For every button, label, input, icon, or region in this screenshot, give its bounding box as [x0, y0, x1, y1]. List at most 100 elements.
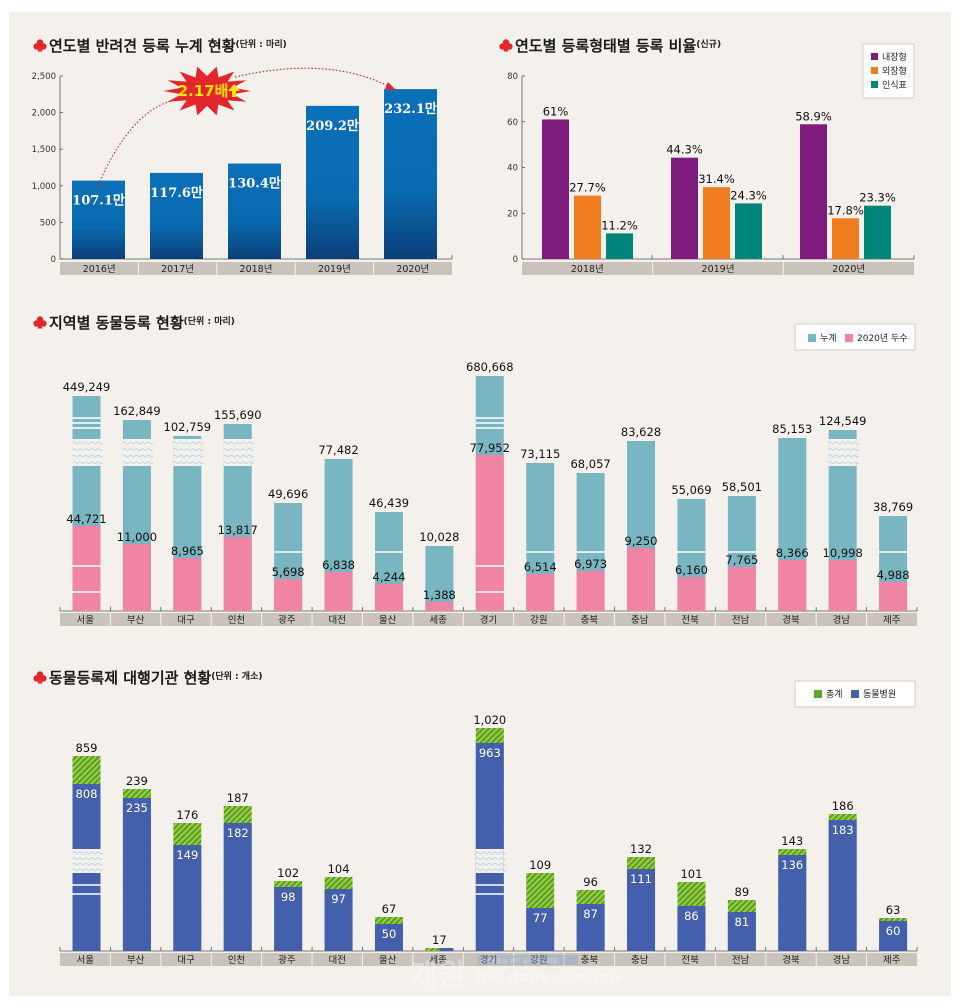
regional-total-label: 83,628 [621, 425, 661, 439]
regional-category-label: 강원 [530, 615, 547, 626]
agencies-category-label: 충북 [581, 955, 599, 966]
type-ratio-data-label: 11.2% [601, 218, 638, 232]
regional-total-label: 102,759 [164, 420, 212, 434]
regional-break-wave [223, 454, 255, 458]
regional-category-label: 광주 [278, 614, 296, 626]
cumulative-data-label: 117.6만 [150, 185, 203, 201]
agencies-total-label: 143 [781, 834, 803, 848]
agencies-bar-hospital [324, 889, 353, 951]
watermark-logo: 개원 [410, 958, 465, 993]
regional-total-label: 162,849 [113, 404, 161, 418]
agencies-total-label: 1,020 [473, 713, 506, 727]
regional-category-label: 전북 [681, 615, 699, 626]
regional-2020-label: 5,698 [272, 565, 305, 579]
growth-arrow-path [96, 99, 176, 189]
type-ratio-bar-외장형 [703, 187, 730, 259]
regional-break-wave [828, 448, 860, 452]
regional-total-label: 155,690 [214, 408, 262, 422]
regional-bar-2020 [475, 455, 504, 611]
agencies-hospital-label: 808 [76, 787, 98, 801]
regional-break-wave [72, 448, 103, 452]
cumulative-data-label: 130.4만 [228, 176, 281, 192]
regional-total-label: 124,549 [819, 414, 867, 428]
regional-2020-label: 13,817 [218, 523, 258, 537]
cumulative-data-label: 107.1만 [72, 193, 125, 209]
regional-total-label: 58,501 [722, 480, 762, 494]
club-leaf [40, 675, 47, 682]
club-leaf [40, 43, 47, 50]
type-ratio-category-label: 2020년 [832, 264, 865, 275]
type-ratio-data-label: 23.3% [859, 191, 896, 205]
regional-2020-label: 1,388 [423, 588, 456, 602]
agencies-break-wave [72, 857, 103, 861]
type-ratio-title: 연도별 등록형태별 등록 비율(신규) [515, 37, 721, 55]
cumulative-category-label: 2018년 [240, 264, 273, 275]
regional-total-label: 49,696 [268, 487, 308, 501]
agencies-bar-hospital [677, 906, 706, 951]
agencies-hospital-label: 182 [227, 826, 249, 840]
agencies-bar-hospital [274, 887, 303, 951]
cumulative-bar [72, 180, 125, 259]
type-ratio-data-label: 61% [543, 104, 569, 118]
type-ratio-data-label: 31.4% [698, 172, 735, 186]
club-leaf [33, 320, 40, 327]
legend-label-cumulative: 누계 [820, 332, 837, 344]
cumulative-club-icon [33, 39, 47, 52]
agencies-bar-hospital [223, 823, 252, 951]
regional-2020-label: 6,514 [524, 560, 557, 574]
watermark: 개원 the daily gaewon 반려동물을 위한 일간 전문저널 [410, 955, 620, 993]
agencies-hospital-label: 235 [126, 801, 148, 815]
club-stem [37, 323, 43, 329]
agencies-category-label: 부산 [127, 955, 145, 966]
regional-break-wave [172, 448, 204, 452]
regional-break-wave [122, 448, 154, 452]
regional-category-label: 대전 [329, 615, 346, 626]
regional-break-wave [72, 454, 103, 458]
regional-total-label: 77,482 [318, 443, 358, 457]
cumulative-y-tick-label: 2,000 [32, 109, 56, 119]
regional-break-wave [172, 461, 204, 465]
regional-break-wave [122, 461, 154, 465]
cumulative-bar [228, 163, 281, 259]
growth-annotation-label: 2.17배 [178, 82, 229, 100]
legend-label-hospital: 동물병원 [863, 689, 896, 700]
regional-bar-2020 [274, 579, 303, 611]
regional-bar-cumulative [425, 546, 454, 611]
type-ratio-data-label: 27.7% [569, 181, 606, 195]
regional-total-label: 680,668 [466, 360, 514, 374]
type-ratio-y-tick-label: 60 [507, 118, 518, 128]
legend-label-인식표: 인식표 [882, 80, 907, 91]
regional-total-label: 55,069 [671, 483, 711, 497]
agencies-hospital-label: 81 [735, 915, 750, 929]
regional-break-wave [72, 441, 103, 445]
legend-label-내장형: 내장형 [882, 52, 907, 63]
agencies-total-label: 96 [583, 875, 598, 889]
regional-bar-2020 [173, 558, 202, 611]
regional-2020-label: 6,973 [574, 557, 607, 571]
agencies-bar-hospital [122, 798, 151, 951]
agencies-hospital-label: 98 [281, 890, 296, 904]
club-stem [37, 46, 43, 52]
club-leaf [40, 320, 47, 327]
agencies-category-label: 인천 [228, 955, 245, 966]
regional-break-wave [828, 454, 860, 458]
agencies-hospital-label: 97 [331, 892, 346, 906]
type-ratio-category-label: 2019년 [702, 264, 735, 275]
regional-bar-2020 [778, 560, 807, 611]
agencies-total-label: 176 [176, 808, 198, 822]
up-arrow-icon [228, 84, 240, 97]
agencies-club-icon [33, 671, 47, 684]
agencies-break-wave [475, 857, 507, 861]
regional-bar-2020 [828, 560, 857, 611]
type-ratio-bar-인식표 [864, 205, 891, 259]
cumulative-category-label: 2016년 [83, 264, 116, 275]
club-stem [37, 678, 43, 684]
agencies-category-label: 충남 [631, 955, 649, 966]
type-ratio-y-tick-label: 80 [507, 72, 518, 82]
agencies-category-label: 강원 [530, 955, 547, 966]
agencies-bar-hospital [727, 912, 756, 951]
agencies-break-wave [72, 862, 103, 866]
agencies-break-wave [72, 868, 103, 872]
type-ratio-data-label: 58.9% [795, 109, 832, 123]
cumulative-y-tick-label: 1,000 [32, 182, 56, 192]
